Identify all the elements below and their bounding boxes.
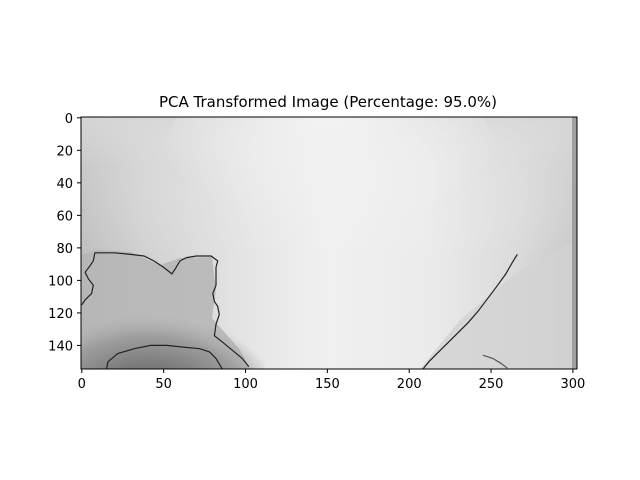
contour-right-diagonal-outline [422,254,518,369]
chart-title: PCA Transformed Image (Percentage: 95.0%… [159,93,497,111]
x-tick-label: 200 [397,377,422,392]
y-tick-label: 100 [48,274,73,289]
y-tick-label: 140 [48,339,73,354]
x-tick-label: 0 [78,377,86,392]
x-tick-label: 250 [479,377,504,392]
contour-lower-left-dark-outline [105,344,223,369]
y-tick-label: 40 [56,177,73,192]
image-contours [81,252,518,369]
x-tick-label: 150 [315,377,340,392]
x-tick-label: 100 [233,377,258,392]
image-right-edge-strip [572,117,577,369]
y-tick-label: 80 [56,242,73,257]
x-tick-label: 300 [560,377,585,392]
y-tick-label: 0 [65,112,73,127]
y-axis: 0 20 40 60 80 100 120 140 [48,112,81,354]
y-tick-label: 120 [48,307,73,322]
contour-left-region-outline [81,252,250,367]
y-tick-label: 20 [56,144,73,159]
y-tick-label: 60 [56,209,73,224]
image-dark-blob [81,280,268,369]
image-bright-center [160,117,500,290]
x-tick-label: 50 [155,377,172,392]
x-axis: 0 50 100 150 200 250 300 [78,369,585,392]
contour-right-lower-faint-outline [482,354,508,369]
image-right-region [420,240,577,369]
plot-frame [80,116,578,370]
image-plot-area [81,117,577,369]
